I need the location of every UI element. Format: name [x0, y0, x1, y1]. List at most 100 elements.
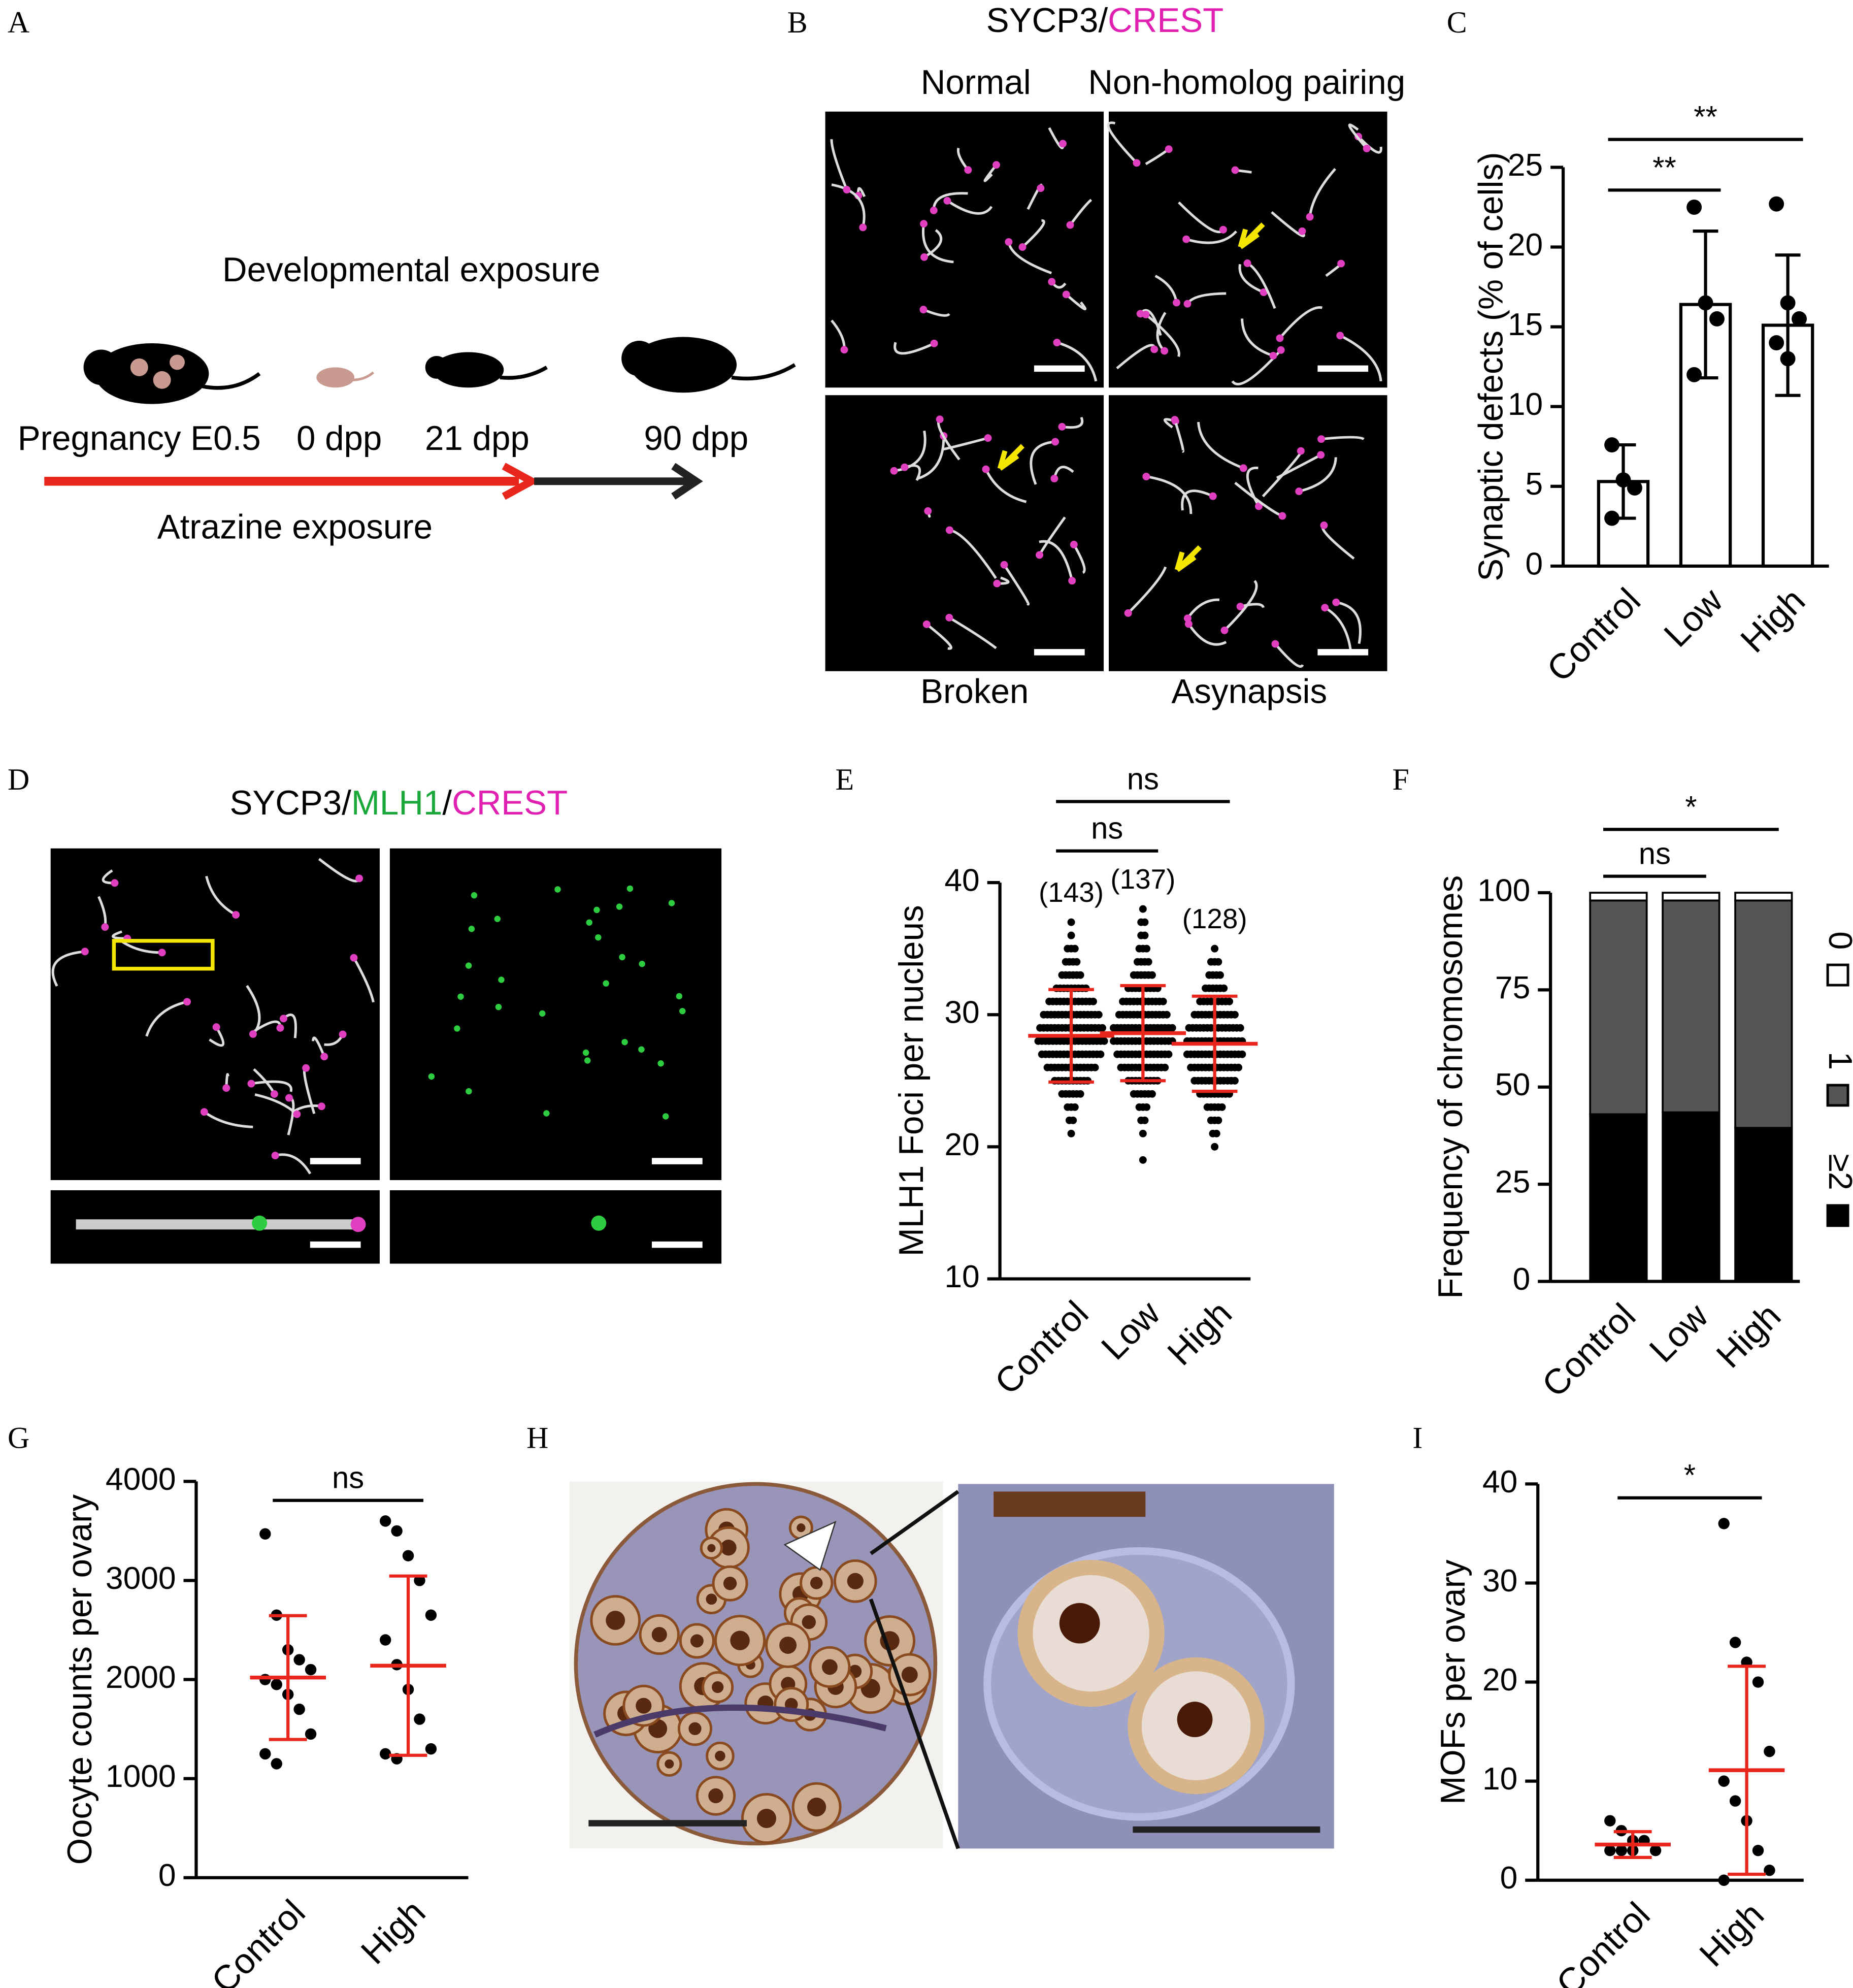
micrograph	[389, 1190, 722, 1264]
chromosome	[925, 623, 952, 650]
focus	[471, 892, 478, 899]
y-tick-label: 20	[1482, 1663, 1517, 1698]
chromosome	[1073, 544, 1086, 574]
centromere	[339, 1030, 347, 1038]
centromere	[111, 879, 119, 887]
arrow-head	[502, 463, 540, 500]
y-tick-label: 100	[1477, 873, 1530, 908]
chromosome	[904, 464, 921, 481]
data-point	[1067, 1129, 1075, 1137]
micrograph	[825, 111, 1104, 388]
focus	[595, 934, 602, 941]
data-point	[1139, 1129, 1147, 1137]
arrow-label: Atrazine exposure	[157, 508, 433, 546]
focus	[668, 900, 675, 906]
data-point	[1212, 1129, 1220, 1137]
data-point	[305, 1728, 317, 1740]
y-tick-label: 25	[1508, 148, 1543, 183]
chromosome	[251, 1080, 292, 1092]
mouse	[621, 341, 657, 376]
chromosome	[1197, 421, 1244, 470]
centromere	[1182, 235, 1190, 243]
oocyte	[901, 1667, 918, 1683]
arrow	[997, 444, 1025, 471]
oocyte	[636, 1698, 652, 1714]
data-point	[271, 1758, 282, 1770]
focus	[616, 903, 623, 910]
significance-label: ns	[1091, 811, 1123, 845]
data-point	[1238, 1050, 1246, 1058]
centromere	[302, 1064, 310, 1072]
tail	[202, 372, 261, 390]
panel-label: D	[8, 763, 29, 796]
focus	[495, 1003, 502, 1011]
y-tick-label: 4000	[106, 1462, 176, 1497]
data-point	[1729, 1795, 1741, 1807]
centromere	[200, 1108, 208, 1116]
arrow	[1238, 222, 1265, 249]
data-point	[1729, 1637, 1741, 1648]
centromere	[1066, 221, 1074, 229]
y-tick-label: 40	[944, 863, 979, 898]
y-axis-title: Synaptic defects (% of cells)	[1472, 152, 1510, 581]
x-tick-label: Control	[1539, 580, 1648, 689]
panel-labels: A B C D E F G H I	[8, 6, 1467, 1454]
data-point	[1752, 1676, 1764, 1688]
image-label: Asynapsis	[1171, 672, 1327, 710]
chart: 0 10 20 30 40 MOFs per ovary Control High *	[1434, 1458, 1804, 1988]
data-point	[414, 1713, 425, 1725]
data-point	[1718, 1775, 1730, 1787]
data-point	[1143, 1103, 1151, 1111]
y-tick-label: 25	[1495, 1165, 1530, 1200]
centromere	[1332, 598, 1340, 606]
data-point	[1163, 1011, 1171, 1019]
panel-label: E	[835, 763, 854, 796]
centromere	[1171, 416, 1179, 424]
data-point	[425, 1743, 437, 1755]
data-point	[1161, 1063, 1169, 1071]
stain-title: SYCP3/MLH1/CREST	[229, 784, 568, 822]
micrograph	[389, 848, 722, 1180]
centromere	[350, 1217, 366, 1232]
data-point	[1764, 1864, 1775, 1876]
focus	[457, 993, 464, 1000]
centromere	[840, 346, 848, 354]
x-tick-label: Control	[987, 1293, 1096, 1402]
centromere	[1317, 451, 1325, 459]
stain-title: SYCP3/CREST	[986, 2, 1223, 40]
data-point	[1141, 918, 1149, 926]
chart: 10 20 30 40 MLH1 Foci per nucleus ControlLowH…	[892, 762, 1258, 1402]
panel-label: B	[787, 6, 808, 39]
centromere	[930, 206, 938, 214]
centromere	[1184, 620, 1193, 628]
image-label: Normal	[921, 63, 1031, 102]
data-point	[1071, 944, 1079, 953]
count-label: (128)	[1182, 903, 1247, 934]
centromere	[943, 197, 951, 205]
zoom-line	[870, 1490, 959, 1555]
chromosome	[1156, 312, 1167, 352]
count-label: (143)	[1039, 876, 1104, 908]
chromosome	[984, 469, 1027, 503]
oocyte	[797, 1523, 806, 1533]
centromere	[890, 467, 898, 475]
significance-label: ns	[332, 1461, 364, 1495]
focus	[252, 1215, 268, 1231]
centromere	[1036, 551, 1044, 559]
nucleus	[1177, 1702, 1213, 1737]
embryo	[170, 354, 185, 370]
centromere	[901, 463, 909, 471]
data-point	[1792, 311, 1807, 327]
focus	[626, 885, 634, 892]
oocyte	[807, 1798, 826, 1817]
data-point	[414, 1575, 425, 1586]
centromere	[982, 465, 990, 473]
image-label: Broken	[920, 672, 1029, 710]
data-point	[1211, 1143, 1219, 1151]
data-point	[1148, 971, 1156, 979]
timeline-title: Developmental exposure	[222, 251, 600, 289]
bar-segment	[1734, 1127, 1793, 1283]
centromere	[922, 620, 931, 628]
roi-box	[112, 939, 215, 971]
